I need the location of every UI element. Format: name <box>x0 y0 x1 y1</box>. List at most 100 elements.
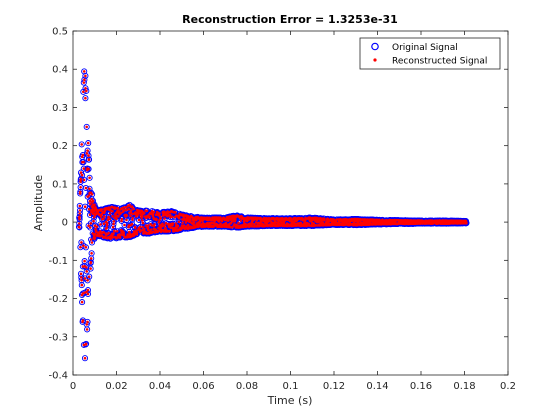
original-signal-point <box>79 299 86 306</box>
x-tick-label: 0.18 <box>453 381 475 392</box>
original-signal-point <box>82 244 89 251</box>
x-tick-label: 0.04 <box>149 381 171 392</box>
reconstructed-signal-point <box>161 222 164 226</box>
reconstructed-signal-point <box>105 221 109 225</box>
reconstructed-signal-point <box>87 194 91 197</box>
reconstructed-signal-point <box>78 192 82 195</box>
reconstructed-signal-point <box>87 167 90 171</box>
reconstructed-signal-point <box>177 216 181 220</box>
reconstructed-signal-point <box>84 74 87 78</box>
reconstructed-signal-point <box>122 208 126 212</box>
x-tick-label: 0.08 <box>236 381 258 392</box>
reconstructed-signal-point <box>148 216 151 219</box>
reconstructed-signal-point <box>82 81 86 84</box>
reconstructed-signal-point <box>163 224 166 227</box>
reconstructed-signal-point <box>90 252 93 255</box>
y-tick-label: -0.4 <box>48 371 68 382</box>
reconstructed-signal-point <box>82 160 85 164</box>
legend-marker-original <box>371 42 379 51</box>
reconstructed-signal-point <box>123 223 126 227</box>
reconstructed-signal-point <box>95 225 99 228</box>
reconstructed-signal-point <box>87 275 91 279</box>
reconstructed-signal-point <box>304 217 308 221</box>
reconstructed-signal-point <box>105 223 109 227</box>
reconstructed-signal-point <box>84 96 87 100</box>
original-signal-point <box>85 140 92 147</box>
reconstructed-signal-point <box>80 283 84 287</box>
reconstructed-signal-point <box>163 217 166 220</box>
reconstructed-signal-point <box>118 236 122 239</box>
reconstructed-signal-point <box>79 177 83 181</box>
chart-title: Reconstruction Error = 1.3253e-31 <box>182 13 398 26</box>
reconstructed-signal-point <box>410 219 414 222</box>
reconstructed-signal-point <box>90 241 94 244</box>
original-signal-point <box>83 268 90 275</box>
reconstructed-signal-point <box>83 259 86 263</box>
original-signal-point <box>82 72 89 79</box>
reconstructed-signal-point <box>143 227 146 231</box>
x-tick-label: 0.1 <box>283 381 299 392</box>
reconstructed-signal-point <box>231 220 235 223</box>
reconstructed-signal-point <box>86 288 90 292</box>
reconstructed-signal-point <box>116 206 120 210</box>
original-signal-point <box>84 277 91 284</box>
reconstructed-signal-point <box>128 230 131 234</box>
reconstructed-signal-point <box>227 219 230 222</box>
reconstructed-signal-point <box>168 229 171 233</box>
reconstructed-signal-point <box>102 231 105 234</box>
reconstructed-signal-point <box>102 217 105 221</box>
original-signal-point <box>87 265 94 272</box>
reconstructed-signal-point <box>78 215 81 218</box>
reconstructed-signal-point <box>111 225 115 229</box>
reconstructed-signal-point <box>153 223 156 226</box>
reconstructed-signal-point <box>104 235 107 238</box>
reconstructed-signal-point <box>174 211 177 214</box>
reconstructed-signal-point <box>89 202 92 206</box>
reconstructed-signal-point <box>224 222 228 226</box>
reconstructed-signal-point <box>177 220 181 224</box>
y-axis-ticks: -0.4 -0.3 -0.2 -0.1 0 0.1 0.2 0.3 0.4 0.5 <box>48 27 508 382</box>
x-axis-label: Time (s) <box>267 394 313 407</box>
original-signal-point <box>87 189 95 196</box>
x-tick-label: 0.14 <box>366 381 388 392</box>
reconstructed-signal-point <box>198 220 202 224</box>
y-tick-label: 0.2 <box>52 141 68 152</box>
original-signal-point <box>80 159 87 166</box>
reconstructed-signal-point <box>82 244 85 247</box>
reconstructed-signal-point <box>112 232 115 235</box>
reconstructed-signal-point <box>103 209 107 213</box>
original-signal-point <box>78 239 85 246</box>
reconstructed-signal-point <box>83 356 87 360</box>
reconstructed-signal-point <box>90 193 94 196</box>
reconstructed-signal-point <box>155 218 158 222</box>
reconstructed-signal-point <box>91 199 95 203</box>
reconstructed-signal-point <box>158 218 161 222</box>
reconstructed-signal-point <box>119 233 122 237</box>
reconstructed-signal-point <box>186 223 190 227</box>
reconstructed-signal-point <box>119 211 123 215</box>
original-signal-point <box>85 165 92 173</box>
reconstructed-signal-point <box>113 229 116 233</box>
reconstructed-signal-point <box>125 214 129 217</box>
reconstructed-signal-point <box>129 214 132 217</box>
reconstructed-signal-point <box>88 226 92 229</box>
reconstructed-signal-point <box>86 320 89 324</box>
reconstructed-signal-point <box>147 224 150 227</box>
reconstructed-signal-point <box>98 234 102 237</box>
reconstructed-signal-point <box>132 207 136 211</box>
original-signal-point <box>88 250 95 257</box>
y-axis-label: Amplitude <box>32 175 45 232</box>
reconstructed-signal-point <box>80 300 84 304</box>
reconstructed-signal-point <box>85 152 89 155</box>
reconstructed-signal-point <box>86 292 90 296</box>
reconstructed-signal-point <box>84 87 87 90</box>
reconstructed-signal-point <box>233 218 237 222</box>
reconstructed-signal-point <box>78 218 81 221</box>
reconstructed-signal-point <box>138 225 142 229</box>
reconstructed-signal-point <box>112 220 116 223</box>
reconstructed-signal-point <box>250 224 254 228</box>
reconstructed-signal-point <box>205 216 209 219</box>
reconstructed-signal-point <box>129 211 133 215</box>
reconstructed-signal-point <box>252 225 256 228</box>
